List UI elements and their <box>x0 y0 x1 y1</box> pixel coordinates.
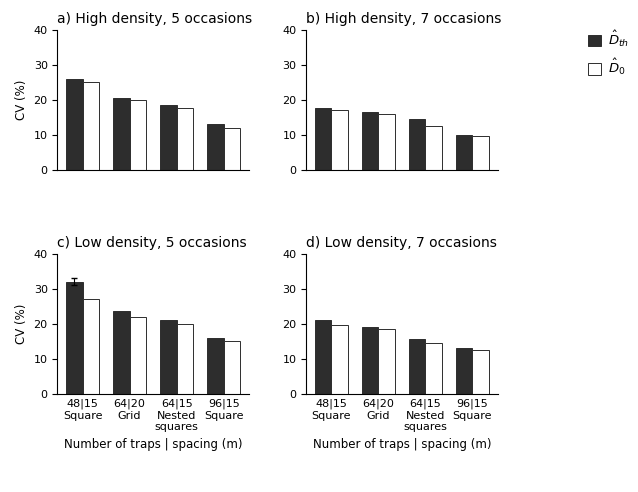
Bar <box>378 329 395 394</box>
Bar <box>224 127 240 170</box>
Bar <box>456 134 473 170</box>
Bar <box>113 311 130 394</box>
Bar <box>66 79 82 170</box>
Bar <box>378 114 395 170</box>
Bar <box>177 324 193 394</box>
Bar <box>224 341 240 394</box>
Bar <box>315 108 331 170</box>
Text: b) High density, 7 occasions: b) High density, 7 occasions <box>306 12 501 26</box>
Text: a) High density, 5 occasions: a) High density, 5 occasions <box>57 12 253 26</box>
Bar <box>426 126 442 170</box>
Legend: $\hat{D}_{th}$, $\hat{D}_0$: $\hat{D}_{th}$, $\hat{D}_0$ <box>585 26 632 80</box>
Bar <box>82 82 99 170</box>
Bar <box>473 350 489 394</box>
Y-axis label: CV (%): CV (%) <box>15 304 28 344</box>
Bar <box>473 136 489 170</box>
Bar <box>113 98 130 170</box>
Bar <box>331 110 348 170</box>
Bar <box>315 320 331 394</box>
Bar <box>331 325 348 394</box>
Bar <box>456 348 473 394</box>
Bar <box>130 99 146 170</box>
Bar <box>409 119 426 170</box>
Y-axis label: CV (%): CV (%) <box>15 79 28 120</box>
Bar <box>82 299 99 394</box>
Bar <box>362 327 378 394</box>
Bar <box>207 124 224 170</box>
Bar <box>130 316 146 394</box>
Bar <box>160 105 177 170</box>
Bar <box>177 108 193 170</box>
Bar <box>66 281 82 394</box>
Bar <box>160 320 177 394</box>
X-axis label: Number of traps | spacing (m): Number of traps | spacing (m) <box>313 438 491 451</box>
Bar <box>207 338 224 394</box>
Bar <box>426 343 442 394</box>
Text: d) Low density, 7 occasions: d) Low density, 7 occasions <box>306 236 497 249</box>
Bar <box>362 112 378 170</box>
Bar <box>409 339 426 394</box>
X-axis label: Number of traps | spacing (m): Number of traps | spacing (m) <box>64 438 242 451</box>
Text: c) Low density, 5 occasions: c) Low density, 5 occasions <box>57 236 247 249</box>
